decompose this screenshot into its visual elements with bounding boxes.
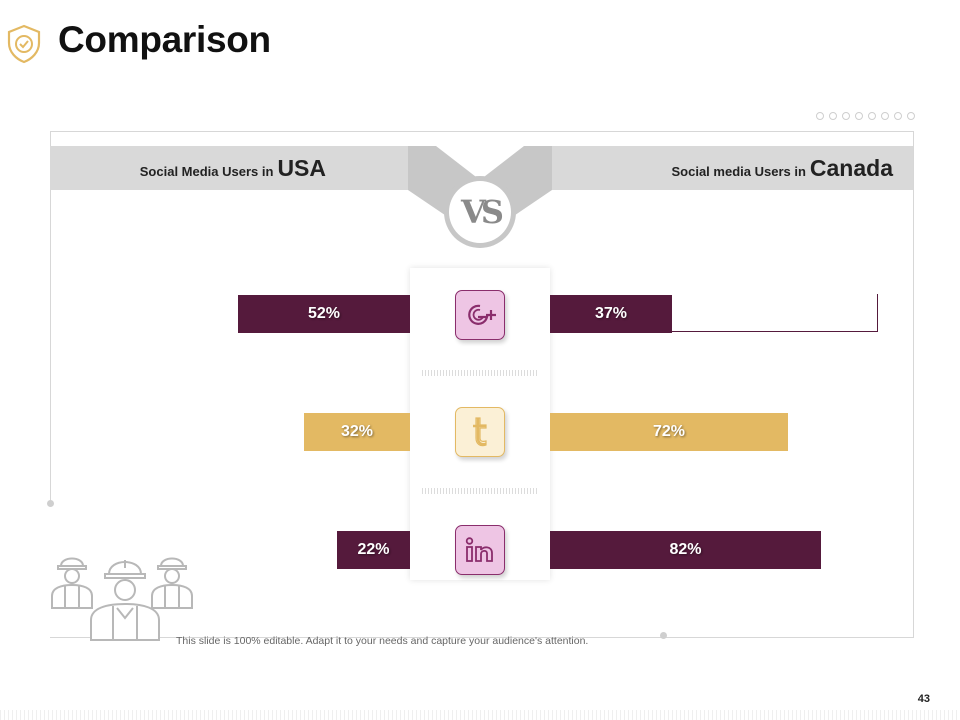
bottom-hatch <box>0 710 960 720</box>
canada-bar-linkedin: 82% <box>550 531 821 569</box>
frame-dot-left <box>47 500 54 507</box>
dot <box>881 112 889 120</box>
canada-bar-tumblr: 72% <box>550 413 788 451</box>
divider-hatch <box>422 370 538 376</box>
divider-hatch <box>422 488 538 494</box>
canada-header: Social media Users in Canada <box>548 146 913 190</box>
vs-label: VS <box>461 193 504 231</box>
dot <box>842 112 850 120</box>
pagination-dots <box>816 112 915 120</box>
construction-workers-icon <box>51 557 193 641</box>
linkedin-icon <box>455 525 505 575</box>
usa-header: Social Media Users in USA <box>50 146 412 190</box>
footer-note: This slide is 100% editable. Adapt it to… <box>176 635 589 647</box>
dot <box>816 112 824 120</box>
vs-connector <box>408 146 552 248</box>
canada-track-outline <box>550 294 878 332</box>
canada-header-small: Social media Users in <box>671 163 806 179</box>
page-number: 43 <box>917 693 930 705</box>
dot <box>894 112 902 120</box>
google-plus-icon <box>455 290 505 340</box>
dot <box>907 112 915 120</box>
dot <box>855 112 863 120</box>
frame-dot-bottom <box>660 632 667 639</box>
page-title: Comparison <box>58 19 271 60</box>
shield-check-icon <box>6 24 42 64</box>
usa-header-big: USA <box>277 154 326 181</box>
usa-bar-linkedin: 22% <box>337 531 410 569</box>
usa-header-small: Social Media Users in <box>139 163 274 179</box>
canada-header-big: Canada <box>809 154 893 181</box>
dot <box>868 112 876 120</box>
canada-bar-google: 37% <box>550 295 672 333</box>
tumblr-icon <box>455 407 505 457</box>
dot <box>829 112 837 120</box>
usa-bar-tumblr: 32% <box>304 413 410 451</box>
content-frame <box>50 131 914 638</box>
usa-bar-google: 52% <box>238 295 410 333</box>
frame-left-line <box>50 131 51 503</box>
